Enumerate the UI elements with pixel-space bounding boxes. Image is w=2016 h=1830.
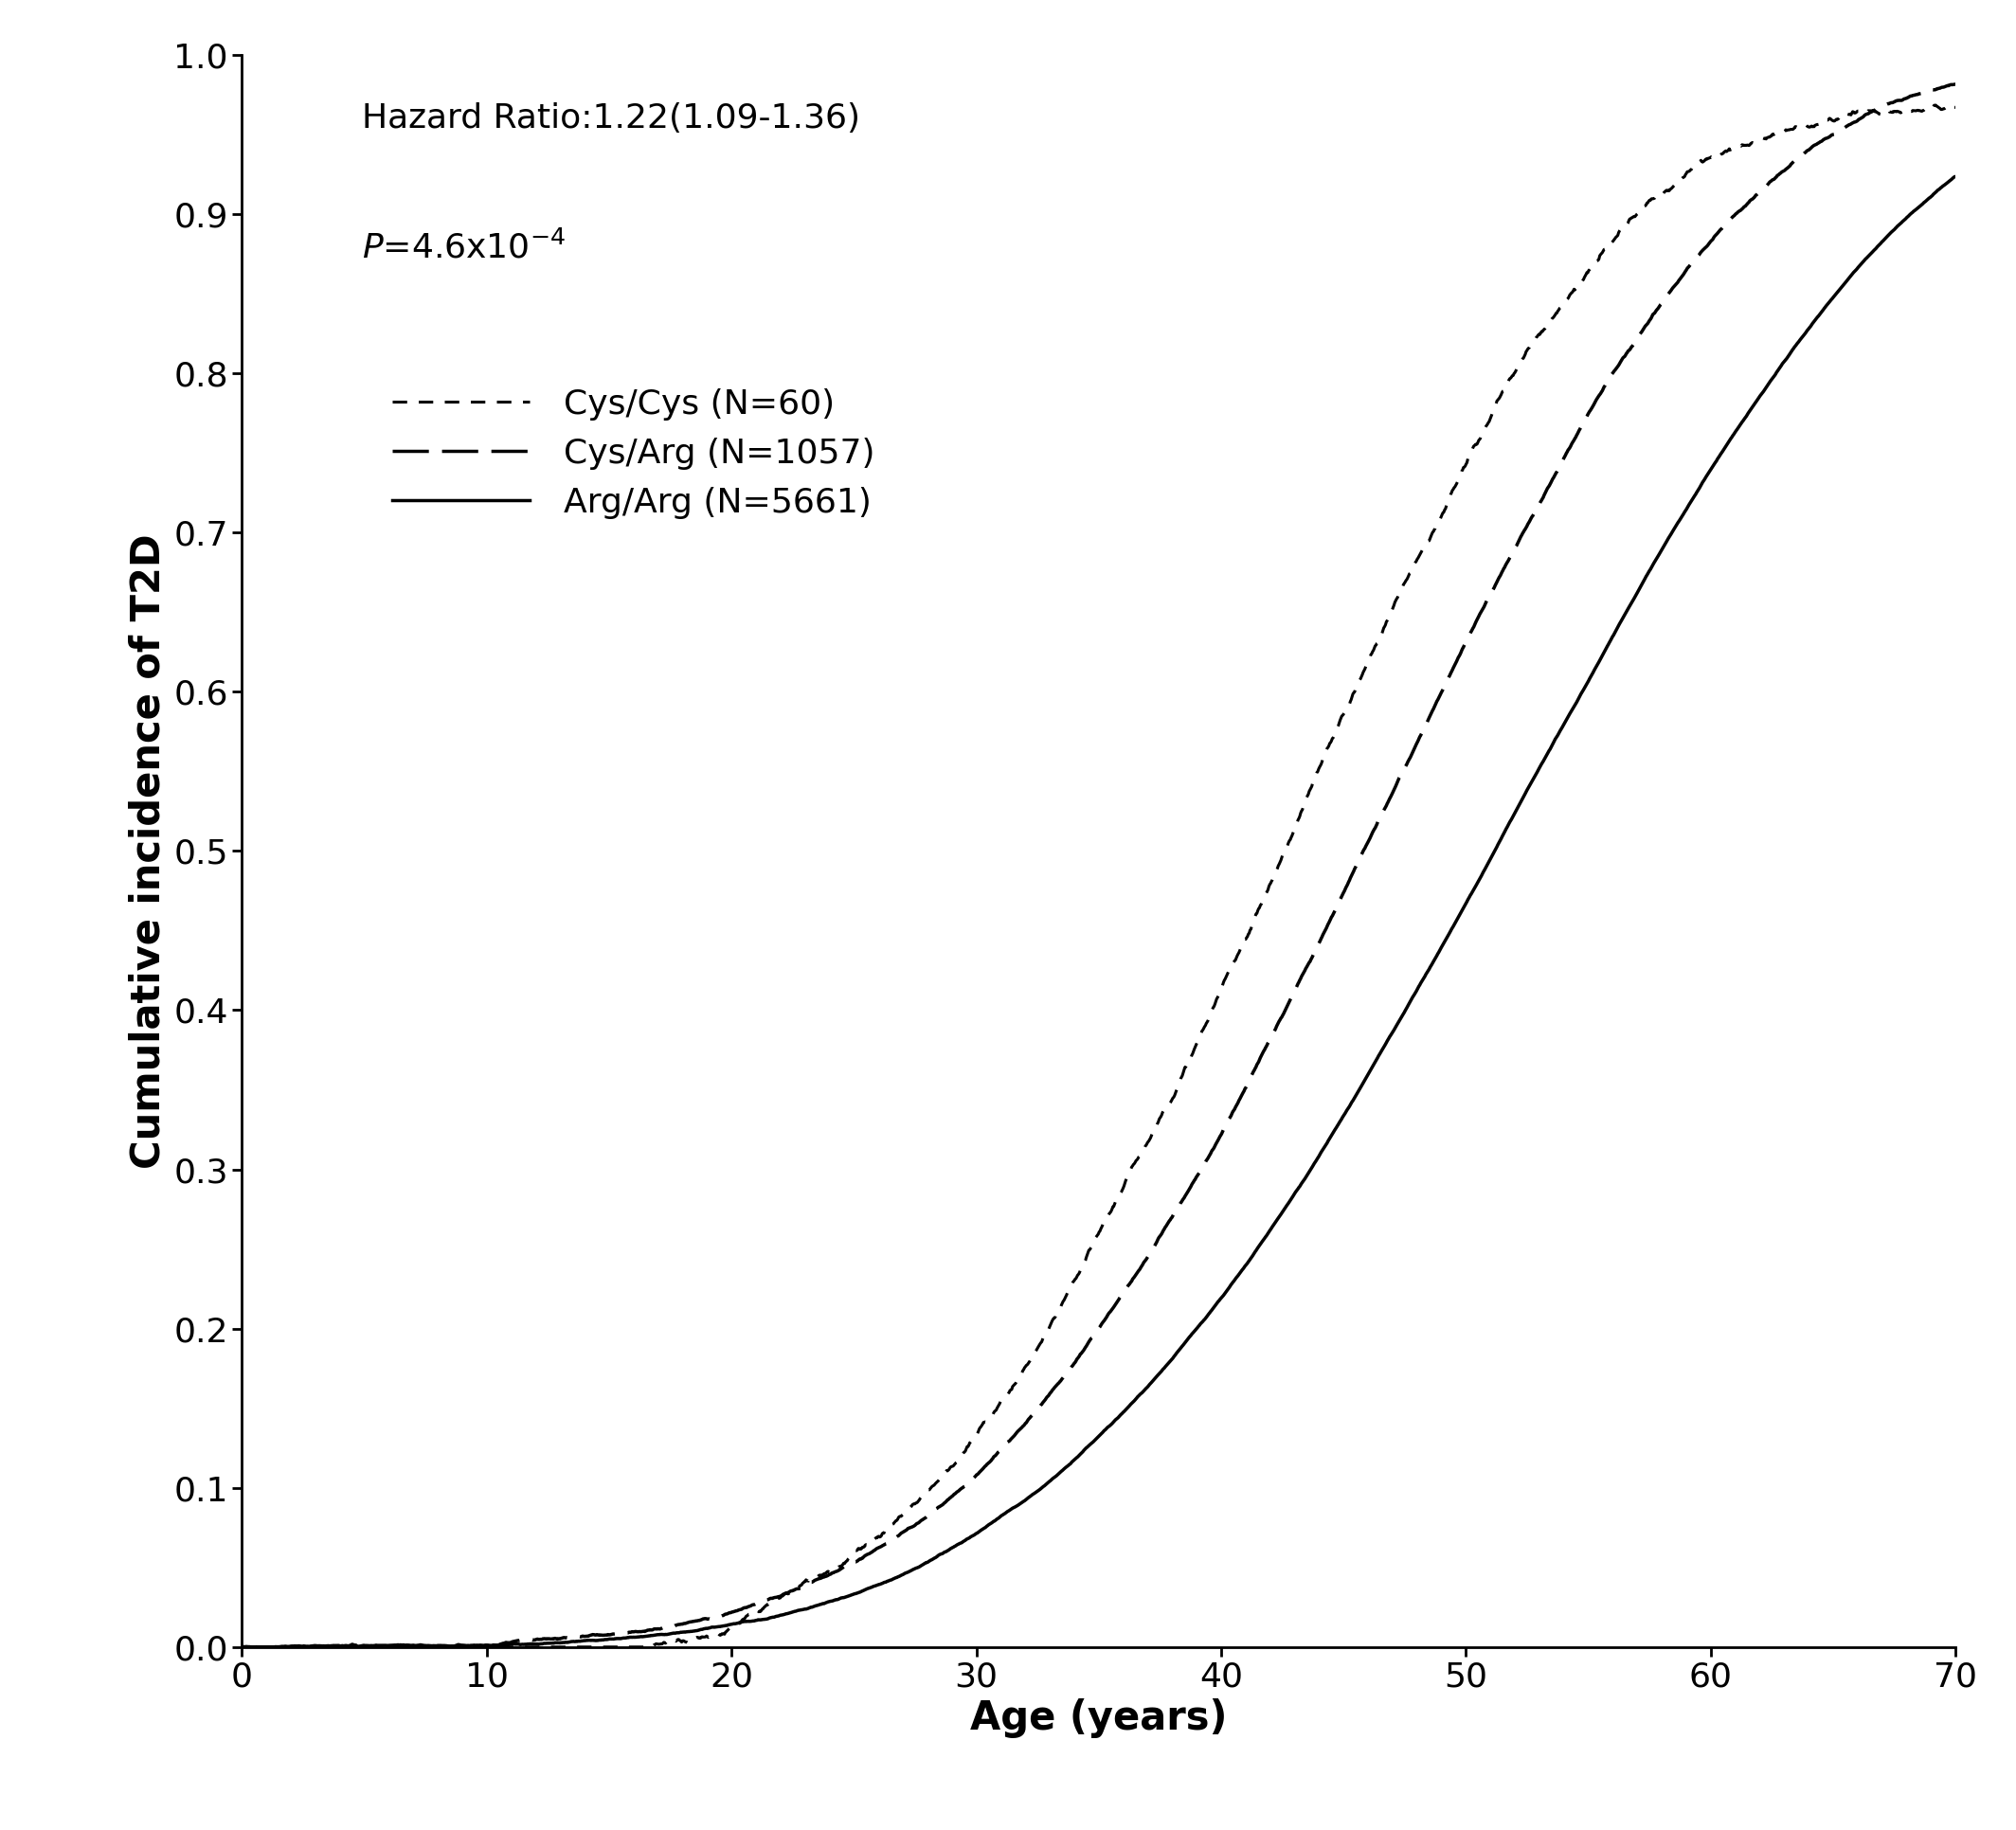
Cys/Cys (N=60) <box>1062 1268 1087 1290</box>
Cys/Arg (N=1057) <box>230 1636 254 1658</box>
Cys/Cys (N=60) <box>230 1636 254 1658</box>
Cys/Arg (N=1057) <box>1579 399 1603 421</box>
Cys/Cys (N=60) <box>1579 256 1603 278</box>
Arg/Arg (N=5661) <box>1893 207 1917 229</box>
Cys/Arg (N=1057) <box>1062 1351 1087 1372</box>
Arg/Arg (N=5661) <box>1893 209 1917 231</box>
Arg/Arg (N=5661) <box>317 1634 341 1656</box>
Cys/Cys (N=60) <box>1923 93 1947 115</box>
Arg/Arg (N=5661) <box>1579 664 1603 686</box>
Legend: Cys/Cys (N=60), Cys/Arg (N=1057), Arg/Arg (N=5661): Cys/Cys (N=60), Cys/Arg (N=1057), Arg/Ar… <box>379 375 889 533</box>
Line: Cys/Cys (N=60): Cys/Cys (N=60) <box>242 104 1956 1647</box>
Cys/Arg (N=1057) <box>1943 73 1968 95</box>
Cys/Arg (N=1057) <box>1893 88 1917 110</box>
Arg/Arg (N=5661) <box>1062 1448 1087 1469</box>
Cys/Arg (N=1057) <box>1943 73 1968 95</box>
Cys/Cys (N=60) <box>1893 101 1917 123</box>
Line: Cys/Arg (N=1057): Cys/Arg (N=1057) <box>242 84 1956 1647</box>
Cys/Arg (N=1057) <box>1893 88 1917 110</box>
Cys/Arg (N=1057) <box>317 1636 341 1658</box>
Line: Arg/Arg (N=5661): Arg/Arg (N=5661) <box>242 176 1956 1647</box>
X-axis label: Age (years): Age (years) <box>970 1698 1228 1738</box>
Text: Hazard Ratio:1.22(1.09-1.36): Hazard Ratio:1.22(1.09-1.36) <box>363 102 861 135</box>
Cys/Arg (N=1057) <box>1018 1407 1042 1429</box>
Y-axis label: Cumulative incidence of T2D: Cumulative incidence of T2D <box>129 533 167 1169</box>
Cys/Cys (N=60) <box>1893 101 1917 123</box>
Text: $\mathit{P}$=4.6x10$^{-4}$: $\mathit{P}$=4.6x10$^{-4}$ <box>363 231 566 264</box>
Arg/Arg (N=5661) <box>1018 1486 1042 1508</box>
Arg/Arg (N=5661) <box>230 1636 254 1658</box>
Cys/Cys (N=60) <box>317 1636 341 1658</box>
Arg/Arg (N=5661) <box>1943 165 1968 187</box>
Cys/Cys (N=60) <box>1943 97 1968 119</box>
Cys/Cys (N=60) <box>1018 1351 1042 1372</box>
